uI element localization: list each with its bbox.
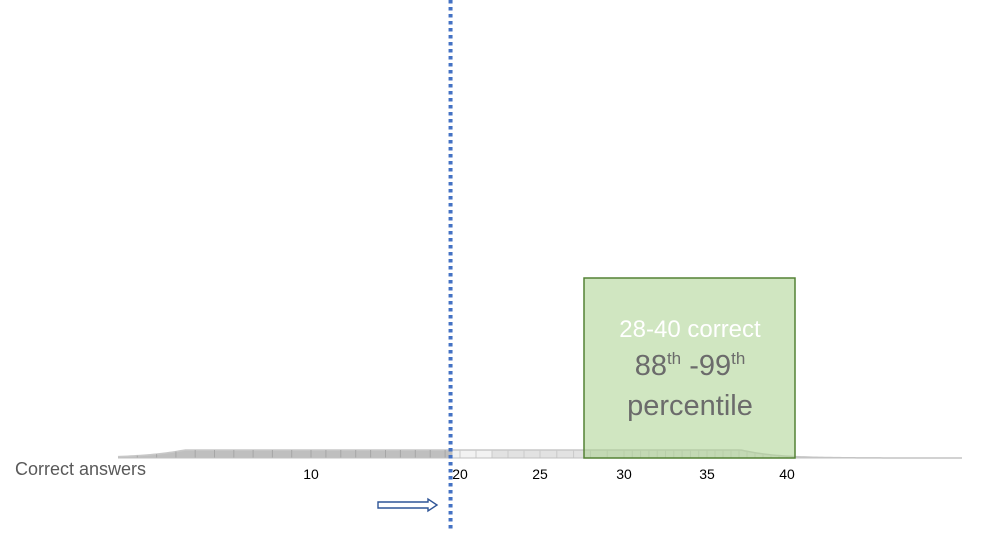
x-tick-label: 20 bbox=[452, 466, 468, 482]
x-tick-label: 10 bbox=[303, 466, 319, 482]
distribution-segment-2 bbox=[452, 450, 492, 458]
distribution-segment-1 bbox=[118, 450, 453, 458]
x-tick-label: 30 bbox=[616, 466, 632, 482]
x-tick-label: 35 bbox=[699, 466, 715, 482]
callout-percentile-word: percentile bbox=[627, 390, 753, 422]
x-axis-label: Correct answers bbox=[15, 459, 146, 479]
x-axis-ticks: 10 20 25 30 35 40 bbox=[303, 466, 795, 482]
x-tick-label: 40 bbox=[779, 466, 795, 482]
callout-percentile-range: 88th -99th bbox=[635, 349, 746, 382]
callout-range-text: 28-40 correct bbox=[619, 316, 761, 343]
right-arrow-icon bbox=[377, 497, 439, 513]
callout-box bbox=[583, 277, 796, 459]
x-tick-label: 25 bbox=[532, 466, 548, 482]
percentile-callout: 28-40 correct 88th -99th percentile bbox=[583, 277, 796, 459]
